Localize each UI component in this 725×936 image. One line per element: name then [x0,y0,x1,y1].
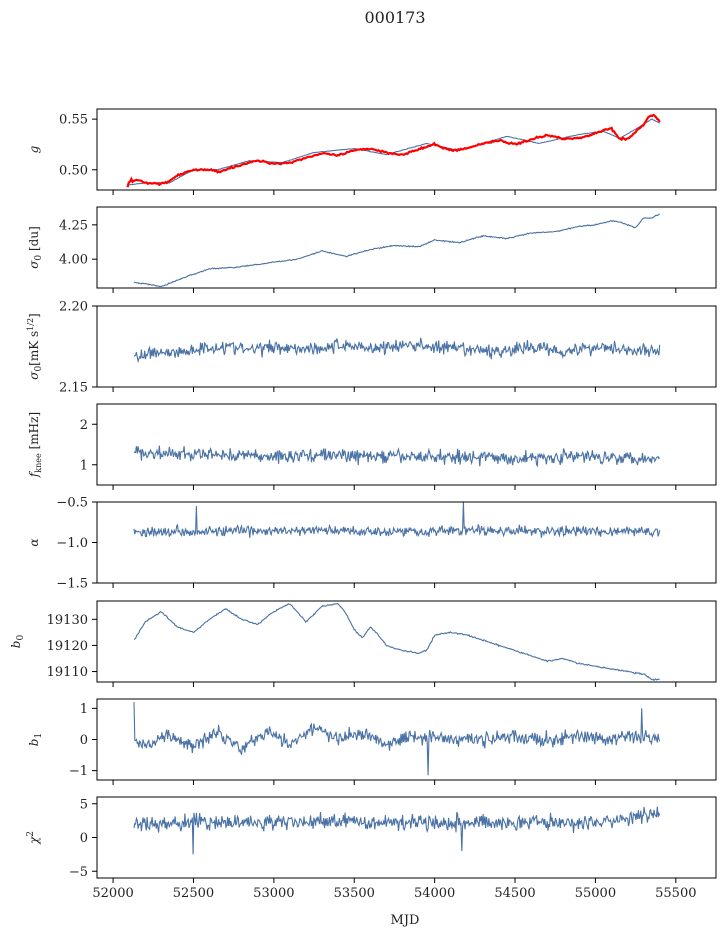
y-tick-label: 2.15 [59,381,88,396]
y-tick-label: −5 [69,865,88,880]
y-tick-label: −1.0 [56,536,88,551]
y-axis-label: b0 [9,635,26,649]
y-tick-label: 2.20 [59,300,88,315]
y-tick-label: −1.5 [56,577,88,592]
y-tick-label: −0.5 [56,496,88,511]
panel-4: 1 2 fknee [mHz] [27,403,717,490]
y-tick-label: −1 [69,764,88,779]
y-tick-label: 0.50 [59,163,88,178]
y-axis-label: g [27,145,41,153]
panel-5: −1.5 −1.0 −0.5 α [27,496,717,592]
y-tick-label: 19130 [47,613,88,628]
x-tick-label: 53500 [334,886,375,901]
panel-6: 19110 19120 19130 b0 [9,600,717,687]
y-axis-label: σ0 [du] [27,226,44,269]
panel-3: 2.15 2.20 σ0[mK s1/2] [26,300,717,396]
series-line [133,337,661,364]
series-line [133,213,660,288]
series-line [133,602,660,682]
series-line [129,118,660,186]
plot-frame [96,501,717,584]
x-tick-label: 55500 [655,886,696,901]
y-tick-label: 5 [80,797,88,812]
series-line [133,806,661,855]
panel-8: −5 0 5 52000 52500 53000 53500 54000 54500 55000 5… [26,796,717,901]
x-tick-label: 53000 [253,886,294,901]
x-tick-label: 52000 [92,886,133,901]
panel-7: −1 0 1 b1 [27,698,717,785]
y-tick-label: 4.00 [59,253,88,268]
y-tick-label: 0.55 [59,113,88,128]
y-tick-label: 4.25 [59,218,88,233]
figure-title: 000173 [364,8,425,27]
y-axis-label: fknee [mHz] [27,412,43,478]
y-tick-label: 0 [80,733,88,748]
y-axis-label: σ0[mK s1/2] [26,313,44,380]
y-axis-label: b1 [27,733,44,746]
y-tick-label: 19110 [47,665,88,680]
series-line [133,445,661,468]
x-tick-label: 55000 [575,886,616,901]
y-tick-label: 1 [80,458,88,473]
y-tick-label: 0 [80,831,88,846]
panel-1: 0.50 0.55 g [27,108,717,195]
plot-frame [96,600,717,683]
series-line-red [126,113,661,188]
plot-frame [96,108,717,191]
series-line [133,502,661,538]
y-tick-label: 19120 [47,639,88,654]
plot-frame [96,796,717,879]
x-axis-label: MJD [391,913,420,928]
series-line [133,702,661,776]
x-tick-label: 52500 [173,886,214,901]
y-axis-label: χ2 [26,831,41,845]
y-tick-label: 1 [80,702,88,717]
plot-frame [96,206,717,289]
x-tick-label: 54500 [494,886,535,901]
plot-frame [96,403,717,486]
y-axis-label: α [27,538,41,546]
x-tick-label: 54000 [414,886,455,901]
y-tick-label: 2 [80,418,88,433]
panel-2: 4.00 4.25 σ0 [du] [27,206,717,293]
plot-frame [96,305,717,388]
